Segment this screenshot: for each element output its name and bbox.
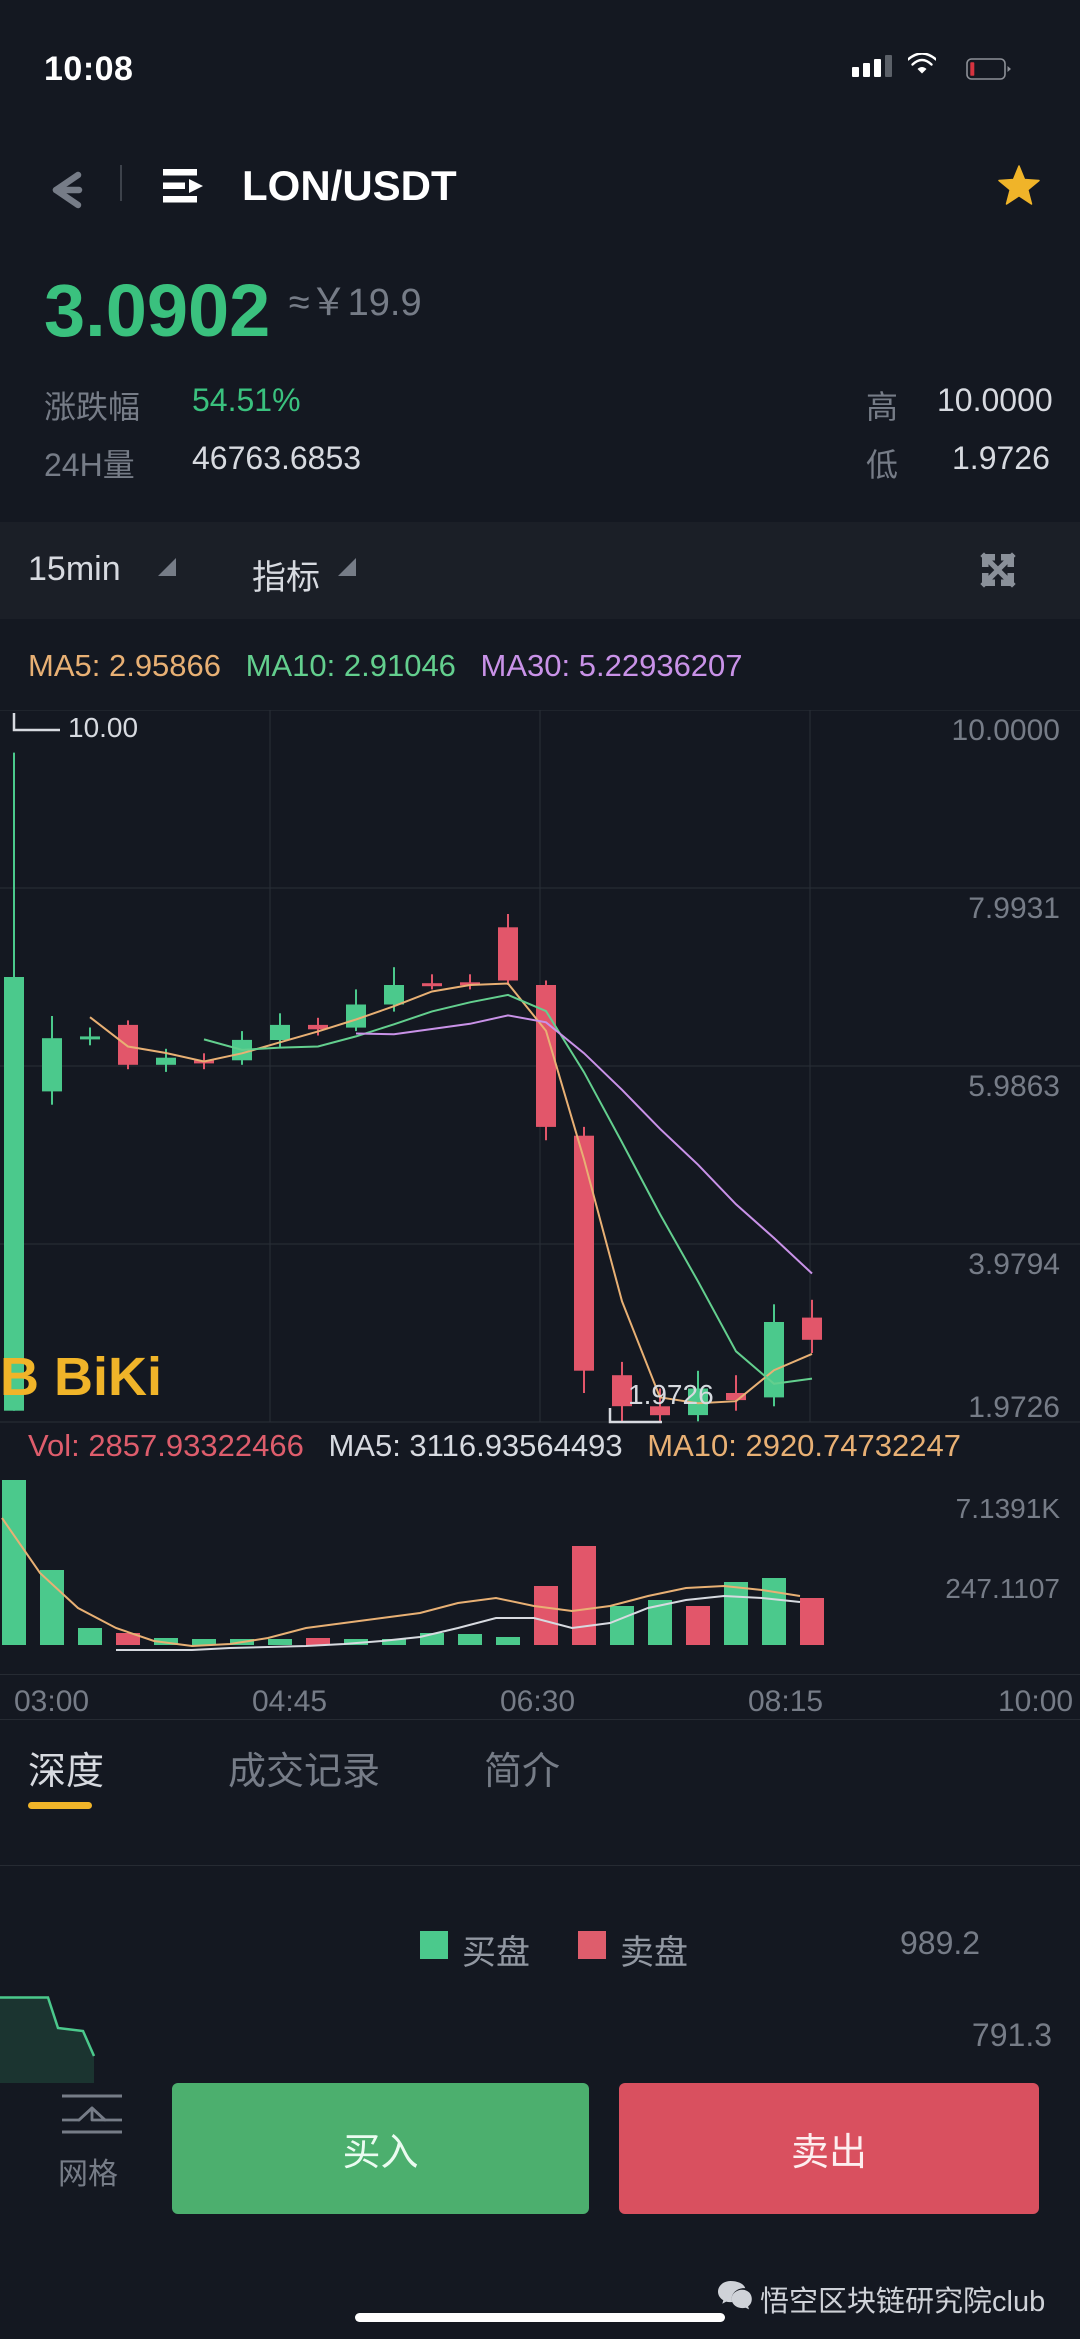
svg-text:10.00: 10.00 [68, 712, 138, 743]
svg-text:1.9726: 1.9726 [968, 1391, 1060, 1424]
svg-text:5.9863: 5.9863 [968, 1070, 1060, 1103]
svg-text:247.1107: 247.1107 [945, 1573, 1060, 1604]
svg-text:10.0000: 10.0000 [952, 714, 1060, 747]
svg-text:7.9931: 7.9931 [968, 892, 1060, 925]
svg-text:1.9726: 1.9726 [628, 1379, 714, 1410]
svg-text:3.9794: 3.9794 [968, 1248, 1060, 1281]
svg-text:7.1391K: 7.1391K [956, 1493, 1061, 1524]
